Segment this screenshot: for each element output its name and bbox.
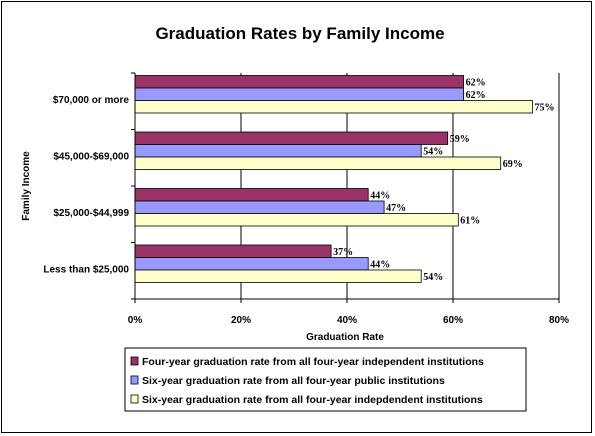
chart-title: Graduation Rates by Family Income — [155, 24, 444, 43]
category-label: $45,000-$69,000 — [53, 151, 129, 162]
legend: Four-year graduation rate from all four-… — [124, 347, 527, 412]
bar — [134, 269, 422, 283]
bar — [134, 144, 422, 158]
x-tick-label: 40% — [337, 315, 357, 326]
data-label: 47% — [386, 203, 406, 214]
x-tick-label: 20% — [231, 315, 251, 326]
bar — [134, 131, 449, 145]
bar — [134, 257, 369, 271]
x-tick-label: 60% — [443, 315, 463, 326]
data-label: 62% — [466, 90, 486, 101]
legend-box — [124, 347, 527, 412]
y-axis-title: Family Income — [21, 151, 32, 221]
data-label: 44% — [370, 259, 390, 270]
data-label: 75% — [535, 102, 555, 113]
data-label: 44% — [370, 190, 390, 201]
legend-label: Four-year graduation rate from all four-… — [142, 356, 484, 368]
data-label: 54% — [423, 146, 443, 157]
data-label: 61% — [460, 215, 480, 226]
legend-swatch — [130, 394, 139, 404]
legend-swatch — [130, 356, 139, 366]
data-label: 69% — [503, 159, 523, 170]
x-axis-title: Graduation Rate — [306, 332, 384, 343]
bar — [134, 188, 369, 202]
bar — [134, 75, 465, 89]
x-tick-label: 0% — [128, 315, 143, 326]
legend-swatch — [130, 375, 139, 385]
data-label: 59% — [450, 134, 470, 145]
bar — [134, 200, 385, 214]
bar — [134, 100, 533, 114]
data-label: 62% — [466, 77, 486, 88]
legend-label: Six-year graduation rate from all four-y… — [142, 394, 483, 406]
category-label: Less than $25,000 — [43, 264, 129, 275]
bar — [134, 244, 332, 258]
legend-label: Six-year graduation rate from all four-y… — [142, 375, 445, 387]
bar — [134, 87, 465, 101]
bar — [134, 156, 502, 170]
data-label: 37% — [333, 247, 353, 258]
x-tick-label: 80% — [549, 315, 569, 326]
bar — [134, 213, 459, 227]
plot-area: 62% 62% 75% $70,000 or more 59% 54% 69% $45,000… — [21, 72, 569, 343]
category-label: $25,000-$44,999 — [53, 208, 129, 219]
data-label: 54% — [423, 272, 443, 283]
category-label: $70,000 or more — [53, 95, 130, 106]
